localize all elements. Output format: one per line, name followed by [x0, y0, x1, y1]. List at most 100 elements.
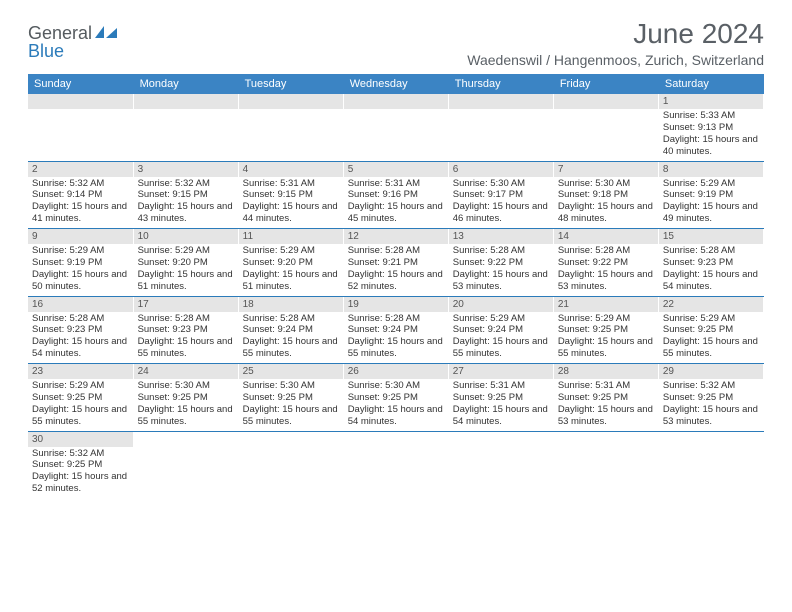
- day-number-cell: 7: [553, 161, 658, 177]
- sunrise-text: Sunrise: 5:28 AM: [348, 313, 444, 325]
- sunset-text: Sunset: 9:15 PM: [138, 189, 234, 201]
- day-detail-cell: Sunrise: 5:30 AMSunset: 9:25 PMDaylight:…: [133, 379, 238, 431]
- sunrise-text: Sunrise: 5:31 AM: [243, 178, 339, 190]
- sunset-text: Sunset: 9:24 PM: [453, 324, 549, 336]
- sunset-text: Sunset: 9:22 PM: [453, 257, 549, 269]
- day-detail-cell: Sunrise: 5:30 AMSunset: 9:25 PMDaylight:…: [343, 379, 448, 431]
- daylight-text: Daylight: 15 hours and 52 minutes.: [32, 471, 129, 495]
- sunrise-text: Sunrise: 5:28 AM: [663, 245, 759, 257]
- sunset-text: Sunset: 9:19 PM: [663, 189, 759, 201]
- day-detail-cell: [238, 447, 343, 499]
- day-detail-cell: Sunrise: 5:29 AMSunset: 9:19 PMDaylight:…: [28, 244, 133, 296]
- day-number-cell: 23: [28, 364, 133, 380]
- day-number-cell: 14: [553, 229, 658, 245]
- day-number-cell: 11: [238, 229, 343, 245]
- day-detail-cell: Sunrise: 5:32 AMSunset: 9:25 PMDaylight:…: [28, 447, 133, 499]
- sunrise-text: Sunrise: 5:30 AM: [453, 178, 549, 190]
- day-number-cell: 20: [448, 296, 553, 312]
- daylight-text: Daylight: 15 hours and 50 minutes.: [32, 269, 129, 293]
- col-tuesday: Tuesday: [238, 74, 343, 94]
- day-detail-cell: Sunrise: 5:28 AMSunset: 9:23 PMDaylight:…: [28, 312, 133, 364]
- sunset-text: Sunset: 9:20 PM: [243, 257, 339, 269]
- week-daynum-row: 23242526272829: [28, 364, 764, 380]
- week-detail-row: Sunrise: 5:28 AMSunset: 9:23 PMDaylight:…: [28, 312, 764, 364]
- daylight-text: Daylight: 15 hours and 52 minutes.: [348, 269, 444, 293]
- day-number-cell: [343, 94, 448, 109]
- sunset-text: Sunset: 9:23 PM: [663, 257, 759, 269]
- daylight-text: Daylight: 15 hours and 54 minutes.: [348, 404, 444, 428]
- page-title: June 2024: [467, 18, 764, 50]
- day-number-cell: [238, 94, 343, 109]
- day-number-cell: 24: [133, 364, 238, 380]
- daylight-text: Daylight: 15 hours and 54 minutes.: [32, 336, 129, 360]
- sunrise-text: Sunrise: 5:29 AM: [558, 313, 654, 325]
- calendar-body: 1 Sunrise: 5:33 AMSunset: 9:13 PMDayligh…: [28, 94, 764, 498]
- sunset-text: Sunset: 9:25 PM: [243, 392, 339, 404]
- week-detail-row: Sunrise: 5:32 AM Sunset: 9:14 PM Daylight:…: [28, 177, 764, 229]
- day-number-cell: [28, 94, 133, 109]
- daylight-text: Daylight: 15 hours and 55 minutes.: [32, 404, 129, 428]
- day-detail-cell: [658, 447, 763, 499]
- daylight-text: Daylight: 15 hours and 53 minutes.: [453, 269, 549, 293]
- day-detail-cell: Sunrise: 5:28 AMSunset: 9:24 PMDaylight:…: [238, 312, 343, 364]
- day-detail-cell: [133, 447, 238, 499]
- daylight-text: Daylight: 15 hours and 55 minutes.: [348, 336, 444, 360]
- day-number-cell: [133, 94, 238, 109]
- day-number-cell: 18: [238, 296, 343, 312]
- col-wednesday: Wednesday: [343, 74, 448, 94]
- sunrise-text: Sunrise: 5:32 AM: [138, 178, 234, 190]
- daylight-text: Daylight: 15 hours and 55 minutes.: [243, 336, 339, 360]
- daylight-text: Daylight: 15 hours and 49 minutes.: [663, 201, 759, 225]
- day-detail-cell: Sunrise: 5:28 AMSunset: 9:23 PMDaylight:…: [133, 312, 238, 364]
- sunrise-text: Sunrise: 5:31 AM: [558, 380, 654, 392]
- day-number-cell: 10: [133, 229, 238, 245]
- sunrise-text: Sunrise: 5:28 AM: [348, 245, 444, 257]
- daylight-text: Daylight: 15 hours and 48 minutes.: [558, 201, 654, 225]
- day-number-cell: [133, 431, 238, 447]
- day-number-cell: 4: [238, 161, 343, 177]
- logo-text: GeneralBlue: [28, 24, 118, 60]
- sunrise-text: Sunrise: 5:28 AM: [243, 313, 339, 325]
- logo-word1: General: [28, 23, 92, 43]
- calendar-table: Sunday Monday Tuesday Wednesday Thursday…: [28, 74, 764, 498]
- sunrise-text: Sunrise: 5:32 AM: [32, 448, 129, 460]
- day-detail-cell: [448, 447, 553, 499]
- daylight-text: Daylight: 15 hours and 51 minutes.: [138, 269, 234, 293]
- sunset-text: Sunset: 9:14 PM: [32, 189, 129, 201]
- day-number-cell: [238, 431, 343, 447]
- day-detail-cell: [238, 109, 343, 161]
- day-number-cell: [553, 431, 658, 447]
- day-number-cell: 28: [553, 364, 658, 380]
- sunrise-text: Sunrise: 5:29 AM: [32, 245, 129, 257]
- sunrise-text: Sunrise: 5:30 AM: [138, 380, 234, 392]
- day-number-cell: [553, 94, 658, 109]
- sunrise-text: Sunrise: 5:30 AM: [558, 178, 654, 190]
- sunset-text: Sunset: 9:25 PM: [32, 459, 129, 471]
- day-detail-cell: [343, 109, 448, 161]
- week-detail-row: Sunrise: 5:29 AMSunset: 9:19 PMDaylight:…: [28, 244, 764, 296]
- day-detail-cell: Sunrise: 5:28 AMSunset: 9:22 PMDaylight:…: [553, 244, 658, 296]
- sunset-text: Sunset: 9:18 PM: [558, 189, 654, 201]
- title-block: June 2024 Waedenswil / Hangenmoos, Zuric…: [467, 18, 764, 68]
- sunrise-text: Sunrise: 5:31 AM: [348, 178, 444, 190]
- sunrise-text: Sunrise: 5:29 AM: [138, 245, 234, 257]
- day-number-cell: 13: [448, 229, 553, 245]
- daylight-text: Daylight: 15 hours and 46 minutes.: [453, 201, 549, 225]
- sunset-text: Sunset: 9:25 PM: [453, 392, 549, 404]
- day-detail-cell: Sunrise: 5:30 AMSunset: 9:17 PMDaylight:…: [448, 177, 553, 229]
- daylight-text: Daylight: 15 hours and 54 minutes.: [453, 404, 549, 428]
- day-detail-cell: Sunrise: 5:29 AMSunset: 9:19 PMDaylight:…: [658, 177, 763, 229]
- day-number-cell: [448, 94, 553, 109]
- daylight-text: Daylight: 15 hours and 53 minutes.: [558, 269, 654, 293]
- week-detail-row: Sunrise: 5:33 AMSunset: 9:13 PMDaylight:…: [28, 109, 764, 161]
- header: GeneralBlue June 2024 Waedenswil / Hange…: [28, 18, 764, 68]
- week-daynum-row: 9101112131415: [28, 229, 764, 245]
- daylight-text: Daylight: 15 hours and 44 minutes.: [243, 201, 339, 225]
- col-monday: Monday: [133, 74, 238, 94]
- day-detail-cell: Sunrise: 5:32 AMSunset: 9:25 PMDaylight:…: [658, 379, 763, 431]
- week-daynum-row: 1: [28, 94, 764, 109]
- sunset-text: Sunset: 9:25 PM: [138, 392, 234, 404]
- day-detail-cell: [343, 447, 448, 499]
- sunrise-text: Sunrise: 5:29 AM: [663, 313, 759, 325]
- day-number-cell: 27: [448, 364, 553, 380]
